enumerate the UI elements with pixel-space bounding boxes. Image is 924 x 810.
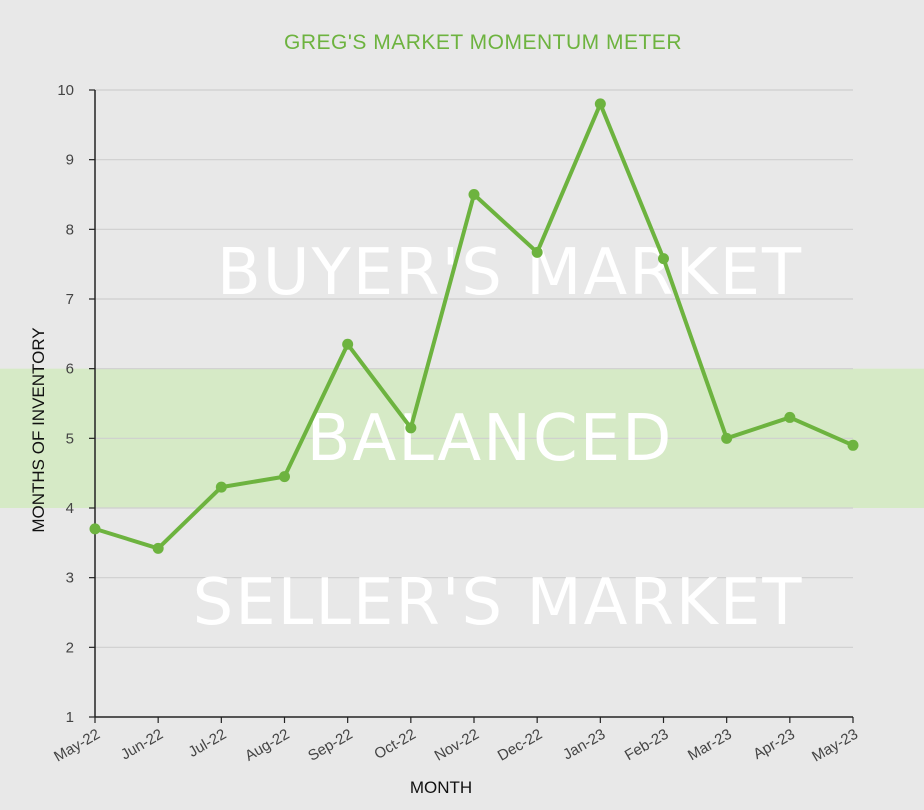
y-tick-label: 2 [66,639,74,656]
data-point [658,253,669,265]
y-tick-label: 5 [66,430,74,447]
y-axis-ticks: 1 2 3 4 5 6 7 8 9 10 [57,82,95,726]
data-point [89,523,101,535]
y-tick-label: 3 [66,570,74,587]
data-point [468,189,480,200]
y-tick-label: 6 [66,361,74,378]
zone-labels: BUYER'S MARKET BALANCED SELLER'S MARKET [193,236,804,640]
data-point [784,411,796,423]
data-point [152,542,164,554]
data-point [342,338,354,350]
chart-title: GREG'S MARKET MOMENTUM METER [284,31,682,54]
zone-label: BUYER'S MARKET [217,236,803,310]
y-tick-label: 7 [66,291,74,308]
series-layer [89,98,859,554]
y-tick-label: 10 [57,82,74,99]
data-point [721,432,733,444]
x-axis-label: MONTH [410,778,472,797]
y-tick-label: 1 [66,709,74,726]
y-tick-label: 8 [66,221,74,238]
data-point [594,98,606,110]
data-point [847,439,859,451]
data-point [405,422,417,434]
y-tick-label: 4 [66,500,74,517]
zone-label: BALANCED [307,402,674,476]
y-axis-label: MONTHS OF INVENTORY [29,327,48,532]
zone-label: SELLER'S MARKET [193,566,804,640]
y-tick-label: 9 [66,152,74,169]
data-point [279,471,290,483]
data-point [215,481,227,493]
data-point [531,246,543,258]
